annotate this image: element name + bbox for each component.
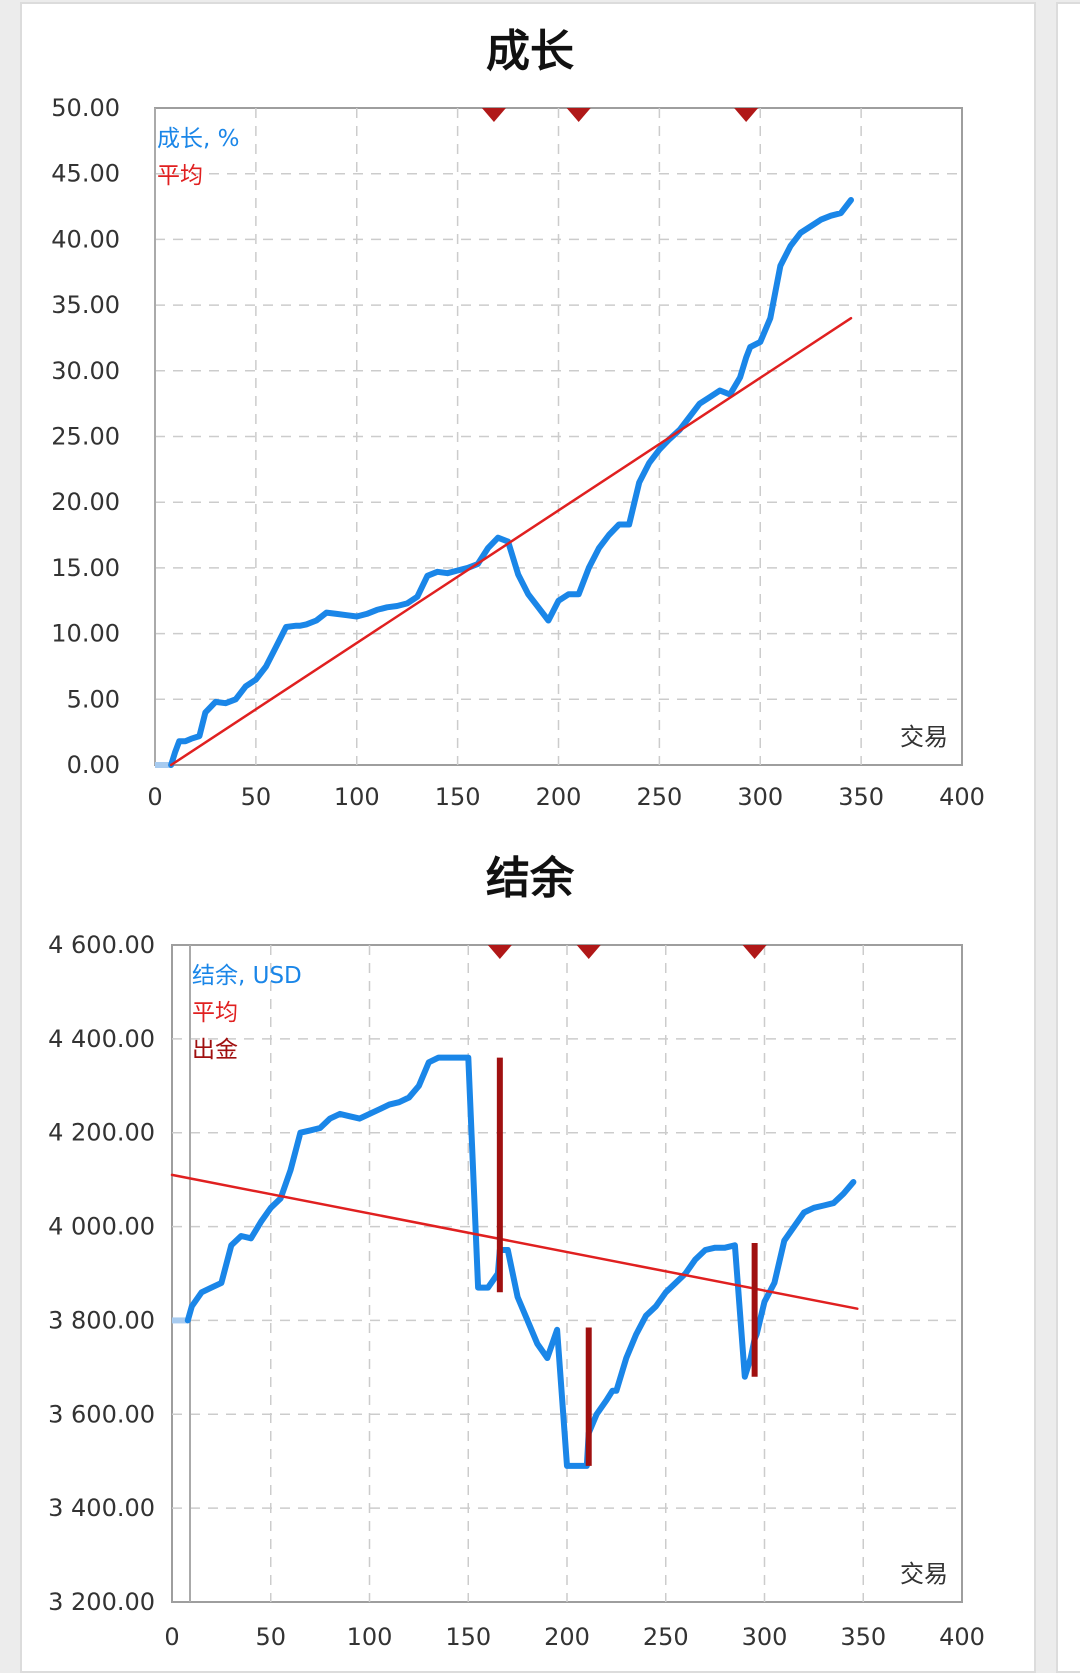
growth-chart-title: 成长 xyxy=(486,26,574,77)
growth-y-tick-label: 45.00 xyxy=(51,160,120,188)
growth-x-tick-label: 250 xyxy=(636,783,682,811)
growth-x-tick-label: 0 xyxy=(147,783,162,811)
growth-main-line xyxy=(168,197,854,768)
balance-x-tick-label: 100 xyxy=(347,1623,393,1651)
balance-x-tick-label: 0 xyxy=(164,1623,179,1651)
balance-main-line xyxy=(184,1054,857,1469)
balance-x-tick-label: 300 xyxy=(742,1623,788,1651)
growth-x-tick-label: 300 xyxy=(737,783,783,811)
growth-y-tick-label: 20.00 xyxy=(51,488,120,516)
balance-legend-item: 结余, USD xyxy=(192,963,302,989)
growth-chart: 成长 0.00 5.00 10.00 15.00 20.00 25.00 30.00 35.00… xyxy=(51,26,985,811)
growth-event-marker xyxy=(481,108,506,122)
balance-chart-title: 结余 xyxy=(486,853,575,904)
growth-x-tick-label: 200 xyxy=(536,783,582,811)
growth-legend-item: 成长, % xyxy=(157,126,239,152)
growth-y-tick-label: 35.00 xyxy=(51,291,120,319)
balance-y-tick-label: 3 600.00 xyxy=(48,1400,155,1428)
balance-y-tick-label: 4 600.00 xyxy=(48,931,155,959)
balance-x-tick-label: 250 xyxy=(643,1623,689,1651)
growth-x-tick-label: 400 xyxy=(939,783,985,811)
balance-y-tick-label: 3 200.00 xyxy=(48,1588,155,1616)
balance-x-tick-label: 150 xyxy=(445,1623,491,1651)
balance-y-tick-label: 4 200.00 xyxy=(48,1119,155,1147)
growth-y-tick-label: 15.00 xyxy=(51,554,120,582)
growth-event-marker xyxy=(734,108,759,122)
balance-average-line xyxy=(170,1173,859,1310)
balance-x-tick-label: 400 xyxy=(939,1623,985,1651)
balance-x-axis-label: 交易 xyxy=(900,1560,948,1588)
balance-x-tick-label: 350 xyxy=(840,1623,886,1651)
balance-chart: 结余 3 200.00 3 400.00 3 600.00 3 800.00 4 000.… xyxy=(48,853,985,1651)
growth-x-tick-label: 150 xyxy=(435,783,481,811)
growth-y-tick-label: 40.00 xyxy=(51,225,120,253)
balance-y-tick-label: 3 800.00 xyxy=(48,1306,155,1334)
growth-x-tick-label: 50 xyxy=(241,783,272,811)
growth-average-line xyxy=(169,316,853,767)
balance-event-marker xyxy=(742,945,767,959)
growth-legend-item: 平均 xyxy=(157,163,203,189)
balance-legend-item: 平均 xyxy=(192,1000,238,1026)
growth-y-tick-label: 5.00 xyxy=(67,685,120,713)
balance-y-tick-label: 3 400.00 xyxy=(48,1494,155,1522)
growth-y-tick-label: 10.00 xyxy=(51,620,120,648)
balance-event-marker xyxy=(576,945,601,959)
balance-event-marker xyxy=(487,945,512,959)
growth-y-tick-label: 50.00 xyxy=(51,94,120,122)
balance-legend-item: 出金 xyxy=(192,1037,238,1063)
balance-x-tick-label: 50 xyxy=(255,1623,286,1651)
growth-y-tick-label: 0.00 xyxy=(67,751,120,779)
growth-y-tick-label: 25.00 xyxy=(51,423,120,451)
growth-x-axis-label: 交易 xyxy=(900,723,948,751)
next-card-edge xyxy=(1056,2,1080,1673)
balance-x-tick-label: 200 xyxy=(544,1623,590,1651)
growth-event-marker xyxy=(566,108,591,122)
growth-y-tick-label: 30.00 xyxy=(51,357,120,385)
balance-y-tick-label: 4 400.00 xyxy=(48,1025,155,1053)
growth-x-tick-label: 100 xyxy=(334,783,380,811)
balance-y-tick-label: 4 000.00 xyxy=(48,1213,155,1241)
growth-x-tick-label: 350 xyxy=(838,783,884,811)
